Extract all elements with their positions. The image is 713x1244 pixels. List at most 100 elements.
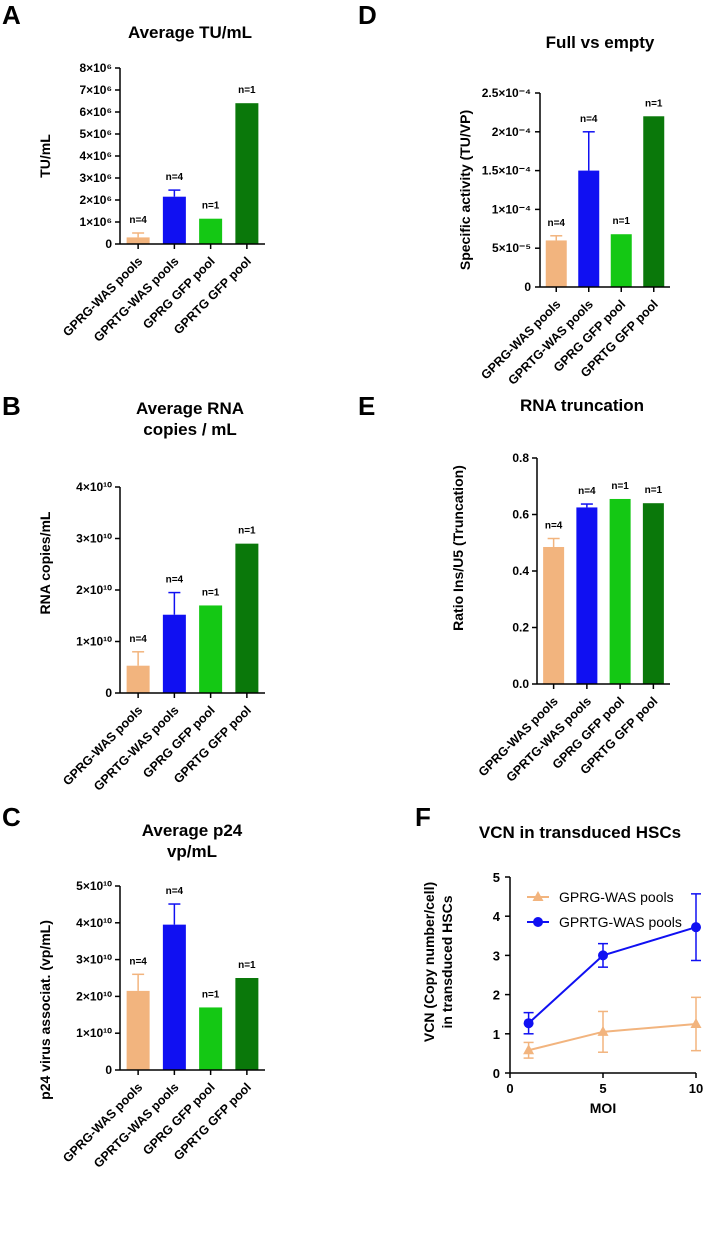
y-tick-label-a-6: 5×10⁶ <box>79 127 112 141</box>
bar-a-2 <box>162 196 186 244</box>
y-tick-label-a-3: 2×10⁶ <box>79 193 112 207</box>
bar-e-1 <box>543 546 565 684</box>
chart-title-c: vp/mL <box>167 842 217 861</box>
y-tick-label-d-5: 2×10⁻⁴ <box>492 125 531 139</box>
y-tick-label-a-1: 0 <box>105 237 112 251</box>
n-label-c-4: n=1 <box>238 960 256 971</box>
y-tick-label-a-5: 4×10⁶ <box>79 149 112 163</box>
y-axis-label-b: RNA copies/mL <box>37 511 53 614</box>
y-tick-label-e-5: 0.8 <box>512 451 529 465</box>
point-f-s2-1 <box>523 1018 534 1029</box>
y-axis-label-e: Ratio Ins/U5 (Truncation) <box>450 465 466 631</box>
series-line-1 <box>528 1023 697 1052</box>
panel-letter-f: F <box>415 802 431 832</box>
chart-title-c: Average p24 <box>142 821 243 840</box>
n-label-a-4: n=1 <box>238 85 256 96</box>
legend-marker-2 <box>533 917 543 927</box>
n-label-e-4: n=1 <box>645 485 663 496</box>
bar-c-3 <box>199 1007 223 1070</box>
bar-b-3 <box>199 605 223 693</box>
y-tick-label-f-3: 2 <box>493 988 500 1003</box>
y-tick-label-c-5: 4×10¹⁰ <box>76 916 112 930</box>
point-f-s1-2 <box>597 1025 609 1036</box>
x-axis-label-f: MOI <box>590 1100 616 1116</box>
y-tick-label-a-7: 6×10⁶ <box>79 105 112 119</box>
panel-letter-e: E <box>358 391 375 421</box>
bar-c-1 <box>126 990 150 1070</box>
chart-title-d: Full vs empty <box>546 33 655 52</box>
panel-letter-a: A <box>2 0 21 30</box>
y-tick-label-a-4: 3×10⁶ <box>79 171 112 185</box>
y-axis-label-d: Specific activity (TU/VP) <box>457 110 473 270</box>
n-label-e-2: n=4 <box>578 486 596 497</box>
y-tick-label-a-8: 7×10⁶ <box>79 83 112 97</box>
n-label-c-2: n=4 <box>166 886 184 897</box>
y-tick-label-e-2: 0.2 <box>512 621 529 635</box>
y-tick-label-a-9: 8×10⁶ <box>79 61 112 75</box>
chart-f: 0 1 2 3 4 5 0 5 10 MOI GPRG-WAS pools GPRTG-WAS poo… <box>493 870 703 1116</box>
bar-b-4 <box>235 543 259 693</box>
chart-title-a: Average TU/mL <box>128 23 252 42</box>
bar-a-4 <box>235 103 259 244</box>
n-label-c-3: n=1 <box>202 989 220 1000</box>
n-label-c-1: n=4 <box>129 956 147 967</box>
y-tick-label-c-4: 3×10¹⁰ <box>76 953 112 967</box>
y-tick-label-a-2: 1×10⁶ <box>79 215 112 229</box>
point-f-s1-3 <box>690 1018 702 1028</box>
legend-label-2: GPRTG-WAS pools <box>559 914 682 930</box>
y-tick-label-c-2: 1×10¹⁰ <box>76 1026 112 1040</box>
n-label-b-3: n=1 <box>202 587 220 598</box>
bar-d-3 <box>610 234 632 287</box>
n-label-a-2: n=4 <box>166 172 184 183</box>
bar-e-2 <box>576 507 598 684</box>
bar-b-2 <box>162 614 186 693</box>
y-tick-label-d-6: 2.5×10⁻⁴ <box>482 86 531 100</box>
y-tick-label-b-1: 0 <box>105 686 112 700</box>
legend-marker-1 <box>532 891 544 901</box>
y-tick-label-c-6: 5×10¹⁰ <box>76 879 112 893</box>
panel-letter-d: D <box>358 0 377 30</box>
n-label-a-3: n=1 <box>202 201 220 212</box>
point-f-s1-1 <box>523 1044 535 1055</box>
x-tick-label-f-3: 10 <box>689 1081 703 1096</box>
bar-e-4 <box>642 503 664 684</box>
bar-b-1 <box>126 665 150 693</box>
y-tick-label-b-4: 3×10¹⁰ <box>76 532 112 546</box>
y-tick-label-e-1: 0.0 <box>512 677 529 691</box>
x-tick-label-f-2: 5 <box>599 1081 606 1096</box>
y-tick-label-e-3: 0.4 <box>512 564 529 578</box>
chart-title-b: copies / mL <box>143 420 237 439</box>
point-f-s2-2 <box>598 950 608 961</box>
n-label-b-2: n=4 <box>166 575 184 586</box>
y-tick-label-d-3: 1×10⁻⁴ <box>492 202 531 216</box>
y-tick-label-c-3: 2×10¹⁰ <box>76 989 112 1003</box>
n-label-a-1: n=4 <box>129 215 147 226</box>
chart-title-f: VCN in transduced HSCs <box>479 823 681 842</box>
series-line-2 <box>527 926 697 1024</box>
y-tick-label-b-3: 2×10¹⁰ <box>76 583 112 597</box>
n-label-d-3: n=1 <box>612 216 630 227</box>
y-axis-label-c: p24 virus associat. (vp/mL) <box>37 920 53 1100</box>
y-tick-label-d-1: 0 <box>524 280 531 294</box>
y-tick-label-f-6: 5 <box>493 870 500 885</box>
bar-e-3 <box>609 498 631 684</box>
n-label-e-3: n=1 <box>611 481 629 492</box>
legend-label-1: GPRG-WAS pools <box>559 889 674 905</box>
y-tick-label-b-2: 1×10¹⁰ <box>76 635 112 649</box>
y-tick-label-f-4: 3 <box>493 948 500 963</box>
panel-letter-c: C <box>2 802 21 832</box>
y-axis-label-f: VCN (Copy number/cell) <box>421 882 437 1042</box>
y-tick-label-f-2: 1 <box>493 1027 500 1042</box>
bar-a-3 <box>199 218 223 244</box>
n-label-d-1: n=4 <box>547 218 565 229</box>
bar-c-4 <box>235 978 259 1070</box>
bar-d-1 <box>545 240 567 287</box>
n-label-b-4: n=1 <box>238 526 256 537</box>
y-tick-label-f-1: 0 <box>493 1066 500 1081</box>
chart-title-e: RNA truncation <box>520 396 644 415</box>
bar-d-2 <box>578 170 600 287</box>
y-axis-label-f: in transduced HSCs <box>439 895 455 1028</box>
